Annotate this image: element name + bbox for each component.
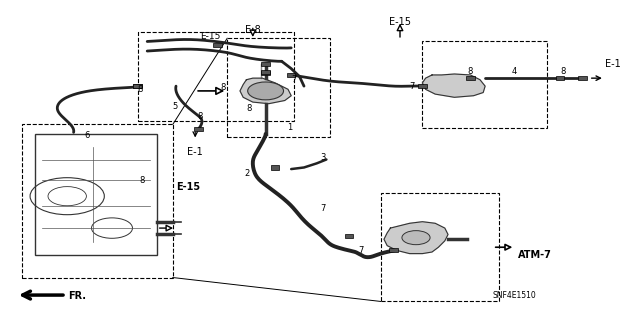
Text: 2: 2 (244, 169, 250, 178)
Text: 1: 1 (287, 123, 292, 132)
Text: E-15: E-15 (176, 182, 200, 192)
Circle shape (248, 82, 284, 100)
Text: 4: 4 (512, 67, 517, 76)
Text: ATM-7: ATM-7 (518, 250, 552, 260)
Bar (138, 32, 294, 121)
Text: 8: 8 (138, 85, 143, 94)
Bar (466, 76, 475, 80)
Bar (271, 166, 279, 170)
Text: 7: 7 (358, 246, 364, 255)
Bar (262, 70, 270, 74)
Bar (345, 234, 353, 238)
Bar (227, 38, 330, 137)
Text: E-1: E-1 (188, 146, 203, 157)
Bar (262, 62, 270, 66)
Bar (134, 84, 142, 88)
Bar (579, 76, 587, 80)
Text: 8: 8 (197, 112, 202, 121)
Bar (287, 73, 296, 77)
Bar (195, 127, 202, 131)
Bar (214, 43, 222, 47)
Text: 6: 6 (84, 131, 90, 140)
Text: 8: 8 (221, 83, 226, 92)
Text: E-15: E-15 (389, 17, 411, 27)
Bar (390, 248, 398, 253)
Bar (422, 41, 547, 128)
Text: E-15: E-15 (200, 32, 221, 41)
Bar (22, 124, 173, 278)
Polygon shape (422, 74, 485, 97)
Text: 7: 7 (410, 82, 415, 91)
Bar (262, 71, 270, 75)
Text: E-8: E-8 (245, 25, 260, 35)
Text: 8: 8 (467, 67, 472, 76)
Text: FR.: FR. (68, 291, 86, 301)
Text: 7: 7 (291, 75, 296, 84)
Polygon shape (384, 222, 448, 254)
Polygon shape (240, 78, 291, 104)
Text: 8: 8 (140, 176, 145, 185)
Text: SNF4E1510: SNF4E1510 (493, 291, 536, 300)
Text: 5: 5 (173, 102, 178, 111)
Bar (381, 193, 499, 301)
Text: 7: 7 (320, 204, 325, 213)
Bar (134, 84, 142, 88)
Bar (556, 76, 564, 80)
Text: 8: 8 (246, 104, 252, 113)
Text: 3: 3 (320, 153, 325, 162)
Bar (419, 84, 427, 88)
Circle shape (402, 231, 430, 245)
Text: 8: 8 (560, 67, 565, 76)
Text: E-1: E-1 (605, 59, 621, 69)
